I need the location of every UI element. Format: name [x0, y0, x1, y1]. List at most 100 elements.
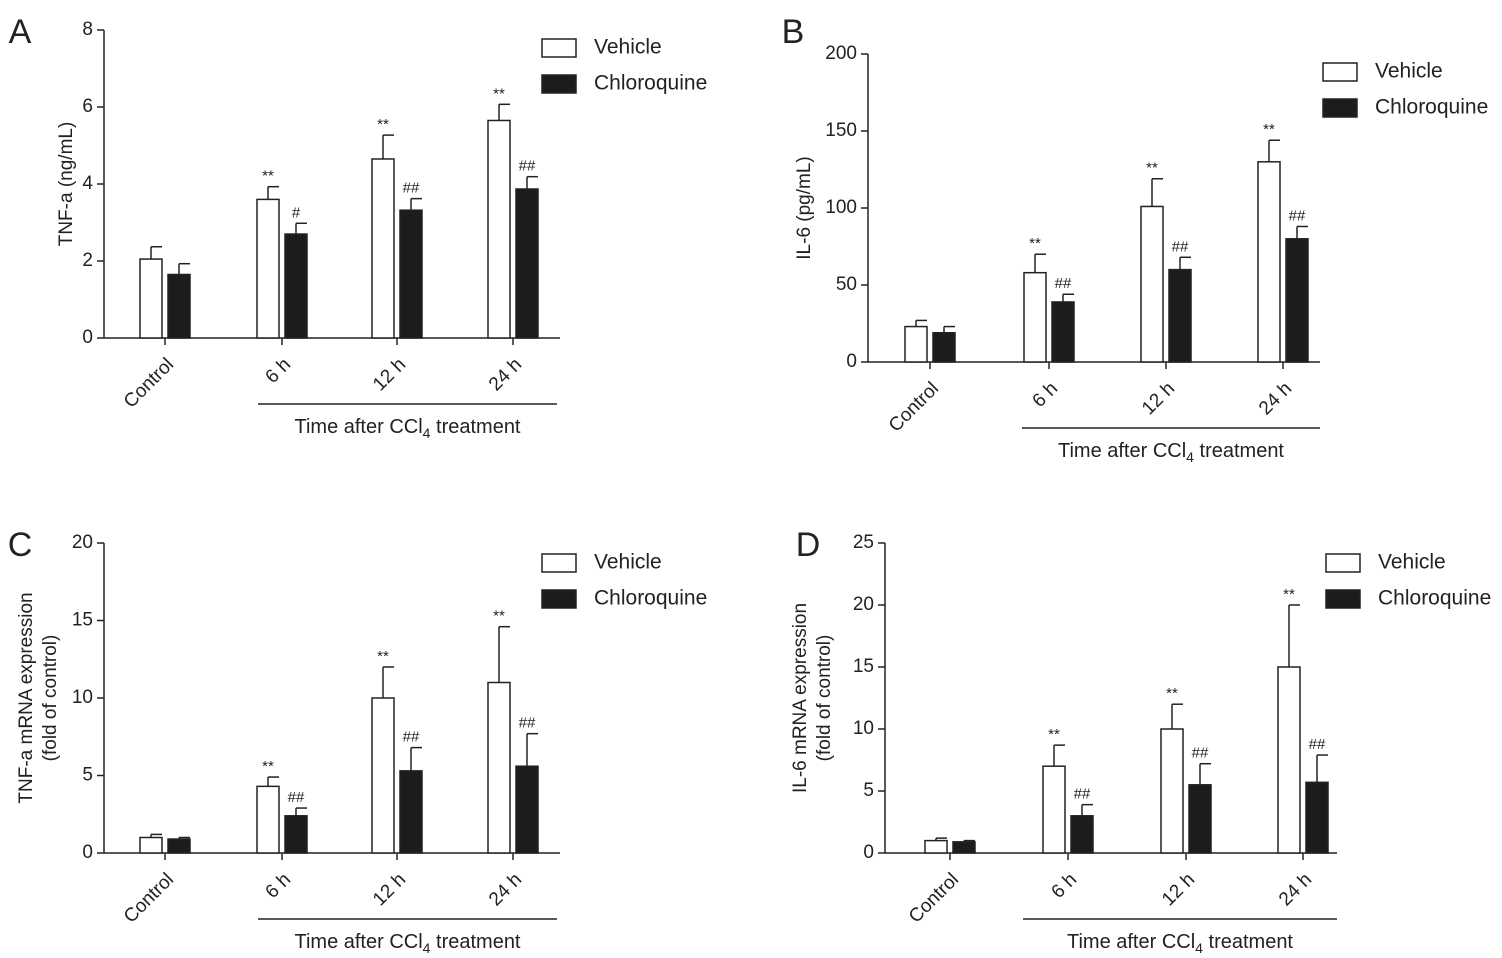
- panel-c-x-tick-label: 24 h: [485, 869, 526, 910]
- panel-c-bar-chloroquine: [167, 838, 191, 854]
- panel-b-label: B: [782, 13, 805, 51]
- panel-c-group-label-prefix: Time after CCl: [294, 931, 422, 953]
- panel-b-significance-chloroquine: ##: [1172, 238, 1189, 255]
- panel-d-group-label-prefix: Time after CCl: [1067, 931, 1195, 953]
- panel-d-bar-chloroquine: [1305, 781, 1329, 854]
- panel-b-group-label-subscript: 4: [1186, 449, 1194, 465]
- panel-c-x-tick-label: Control: [120, 869, 178, 927]
- panel-d-significance-chloroquine: ##: [1309, 736, 1326, 753]
- panel-d-bar-vehicle: [1277, 666, 1301, 854]
- panel-a-significance-chloroquine: #: [292, 204, 301, 221]
- panel-c-group-label-subscript: 4: [423, 940, 431, 956]
- panel-c-significance-vehicle: **: [262, 758, 274, 775]
- panel-d-legend-label-vehicle: Vehicle: [1378, 551, 1446, 574]
- panel-b-group-label: Time after CCl4 treatment: [1058, 440, 1284, 465]
- panel-c-y-tick-label: 0: [82, 842, 93, 863]
- panel-a-y-tick-label: 2: [82, 250, 93, 271]
- panel-b-bar-vehicle: [1140, 205, 1164, 363]
- panel-b-bar-vehicle: [1257, 161, 1281, 363]
- panel-a-bar-chloroquine: [515, 188, 539, 339]
- panel-b-significance-chloroquine: ##: [1055, 275, 1072, 292]
- panel-b-legend-label-chloroquine: Chloroquine: [1375, 96, 1488, 119]
- panel-d-group-label: Time after CCl4 treatment: [1067, 931, 1293, 956]
- panel-b-significance-vehicle: **: [1263, 121, 1275, 138]
- panel-c-y-tick-label: 5: [82, 765, 93, 786]
- panel-c-y-axis-label-line: TNF-a mRNA expression: [16, 592, 37, 803]
- panel-d-significance-vehicle: **: [1283, 586, 1295, 603]
- panel-d-group-label-subscript: 4: [1195, 940, 1203, 956]
- panel-a-x-tick-label: 24 h: [485, 354, 526, 395]
- panel-a-bar-vehicle: [371, 158, 395, 339]
- panel-c-y-tick-label: 20: [72, 532, 93, 553]
- panel-a-chart: A 0 2 4 6 8 TNF-a (ng/mL) Control 6 h 12 h 24 h Tim…: [9, 13, 708, 441]
- panel-b-legend-swatch-chloroquine: [1322, 98, 1358, 118]
- panel-d-y-tick-label: 15: [853, 656, 874, 677]
- panel-b-y-axis-label: IL-6 (pg/mL): [794, 156, 815, 259]
- panel-d-bar-vehicle: [924, 839, 948, 854]
- panel-b-x-tick-label: 24 h: [1255, 378, 1296, 419]
- panel-b-x-tick-label: Control: [885, 378, 943, 436]
- panel-c-bar-vehicle: [256, 785, 280, 854]
- panel-a-significance-chloroquine: ##: [519, 158, 536, 175]
- panel-a-bar-chloroquine: [399, 209, 423, 339]
- panel-c-significance-chloroquine: ##: [288, 789, 305, 806]
- panel-a-group-label-prefix: Time after CCl: [294, 416, 422, 438]
- panel-d-bar-chloroquine: [952, 841, 976, 854]
- panel-d-y-tick-label: 10: [853, 718, 874, 739]
- panel-d-y-tick-label: 0: [863, 842, 874, 863]
- panel-d-significance-vehicle: **: [1166, 685, 1178, 702]
- panel-b-group-label-prefix: Time after CCl: [1058, 440, 1186, 462]
- panel-a-y-axis-label-line: TNF-a (ng/mL): [56, 122, 77, 247]
- panel-c-significance-vehicle: **: [493, 608, 505, 625]
- panel-b-bar-vehicle: [1023, 271, 1047, 363]
- panel-c-significance-chloroquine: ##: [519, 715, 536, 732]
- panel-c-x-tick-label: 6 h: [262, 869, 296, 903]
- panel-d-legend-swatch-chloroquine: [1325, 589, 1361, 609]
- panel-d-x-tick-label: 6 h: [1048, 869, 1082, 903]
- panel-d-y-tick-label: 25: [853, 532, 874, 553]
- panel-b-x-tick-label: 12 h: [1138, 378, 1179, 419]
- panel-b-bar-chloroquine: [1051, 301, 1075, 363]
- panel-c-legend-swatch-chloroquine: [541, 589, 577, 609]
- panel-b-y-tick-label: 200: [825, 43, 857, 64]
- panel-c-group-label: Time after CCl4 treatment: [294, 931, 520, 956]
- panel-d-label: D: [796, 526, 821, 564]
- panel-a-significance-vehicle: **: [262, 168, 274, 185]
- panel-d-bar-chloroquine: [1188, 784, 1212, 854]
- panel-c-bar-vehicle: [487, 681, 511, 854]
- panel-d-legend-swatch-vehicle: [1325, 553, 1361, 573]
- panel-a-x-tick-label: 12 h: [369, 354, 410, 395]
- panel-a-y-tick-label: 6: [82, 96, 93, 117]
- panel-c-legend-swatch-vehicle: [541, 553, 577, 573]
- panel-c-group-label-suffix: treatment: [430, 931, 520, 953]
- panel-c-x-tick-label: 12 h: [369, 869, 410, 910]
- panel-d-y-tick-label: 5: [863, 780, 874, 801]
- panel-a-y-tick-label: 0: [82, 327, 93, 348]
- panel-d-significance-chloroquine: ##: [1074, 786, 1091, 803]
- panel-a-label: A: [9, 13, 32, 51]
- panel-b-bar-vehicle: [904, 325, 928, 363]
- panel-b-group-label-suffix: treatment: [1194, 440, 1284, 462]
- panel-a-group-label: Time after CCl4 treatment: [294, 416, 520, 441]
- panel-b-bar-chloroquine: [1285, 238, 1309, 363]
- panel-d-significance-chloroquine: ##: [1192, 745, 1209, 762]
- panel-b-significance-vehicle: **: [1029, 235, 1041, 252]
- panel-d-significance-vehicle: **: [1048, 726, 1060, 743]
- panel-c-bar-vehicle: [371, 697, 395, 854]
- panel-b-x-tick-label: 6 h: [1029, 378, 1063, 412]
- panel-d-bar-vehicle: [1160, 728, 1184, 854]
- panel-d-y-tick-label: 20: [853, 594, 874, 615]
- panel-a-legend-swatch-vehicle: [541, 38, 577, 58]
- panel-c-bar-vehicle: [139, 836, 163, 854]
- panel-d-bar-vehicle: [1042, 765, 1066, 854]
- panel-c-bar-chloroquine: [399, 770, 423, 854]
- panel-d-x-tick-label: 24 h: [1275, 869, 1316, 910]
- panel-b-y-tick-label: 100: [825, 197, 857, 218]
- panel-c-y-axis-label: TNF-a mRNA expression (fold of control): [16, 592, 61, 803]
- panel-a-bar-chloroquine: [167, 273, 191, 339]
- panel-c-legend-label-chloroquine: Chloroquine: [594, 587, 707, 610]
- panel-b-y-tick-label: 50: [836, 274, 857, 295]
- panel-a-group-label-subscript: 4: [423, 425, 431, 441]
- panel-c-bar-chloroquine: [515, 765, 539, 854]
